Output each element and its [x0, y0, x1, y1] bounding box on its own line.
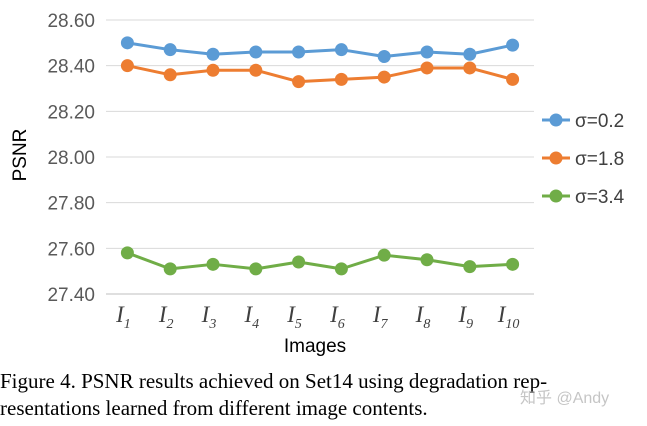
caption-line-2: resentations learned from different imag… [0, 396, 428, 420]
data-point [120, 36, 134, 50]
data-point [334, 43, 348, 57]
data-point [377, 248, 391, 262]
y-tick-label: 28.00 [47, 148, 95, 169]
data-point [163, 262, 177, 276]
data-point [249, 45, 263, 59]
gridlines [106, 19, 534, 295]
x-tick-label: I2 [158, 302, 174, 332]
y-tick-label: 28.20 [47, 102, 95, 123]
legend: σ=0.2 σ=1.8 σ=3.4 [542, 111, 625, 208]
data-point [506, 38, 520, 52]
legend-swatch-marker [549, 113, 563, 127]
y-tick-label: 27.40 [47, 285, 95, 306]
y-tick-label: 27.80 [47, 194, 95, 215]
x-tick-label: I10 [497, 302, 520, 332]
data-point [206, 257, 220, 271]
data-point [163, 43, 177, 57]
figure-caption: Figure 4. PSNR results achieved on Set14… [0, 368, 640, 422]
x-tick-label: I8 [415, 302, 431, 332]
data-point [292, 75, 306, 89]
legend-label: σ=0.2 [575, 111, 624, 132]
legend-swatch-marker [549, 189, 563, 203]
caption-line-1: Figure 4. PSNR results achieved on Set14… [0, 369, 548, 393]
series-line-1 [127, 41, 513, 59]
data-point [420, 61, 434, 75]
data-point [163, 68, 177, 82]
x-axis-ticks: I1 I2 I3 I4 I5 I6 I7 I8 I9 I10 [115, 302, 519, 332]
data-point [334, 262, 348, 276]
x-axis-title: Images [284, 336, 346, 357]
data-point [206, 63, 220, 77]
legend-label: σ=3.4 [575, 187, 625, 208]
psnr-line-chart: 27.40 27.60 27.80 28.00 28.20 28.40 28.60 I1 I2… [10, 11, 625, 357]
data-point [377, 50, 391, 64]
data-point [292, 255, 306, 269]
data-point [334, 72, 348, 86]
y-axis-title: PSNR [10, 129, 31, 182]
x-tick-label: I9 [457, 302, 473, 332]
data-point [463, 47, 477, 61]
data-point [463, 260, 477, 274]
data-point [120, 246, 134, 260]
x-tick-label: I4 [243, 302, 259, 332]
x-tick-label: I5 [286, 302, 302, 332]
data-point [420, 253, 434, 267]
x-tick-label: I1 [115, 302, 131, 332]
y-tick-label: 28.60 [47, 11, 95, 32]
x-tick-label: I3 [201, 302, 217, 332]
data-series [120, 36, 520, 276]
data-point [506, 72, 520, 86]
data-point [120, 59, 134, 73]
data-point [292, 45, 306, 59]
legend-swatch-marker [549, 151, 563, 165]
y-tick-label: 28.40 [47, 57, 95, 78]
data-point [377, 70, 391, 84]
series-line-3 [126, 251, 513, 271]
legend-label: σ=1.8 [575, 149, 624, 170]
y-axis-ticks: 27.40 27.60 27.80 28.00 28.20 28.40 28.60 [47, 11, 95, 306]
x-tick-label: I6 [329, 302, 345, 332]
data-point [249, 262, 263, 276]
data-point [506, 257, 520, 271]
series-line-2 [127, 64, 513, 84]
x-tick-label: I7 [372, 302, 389, 332]
y-tick-label: 27.60 [47, 239, 95, 260]
data-point [420, 45, 434, 59]
data-point [249, 63, 263, 77]
data-point [206, 47, 220, 61]
data-point [463, 61, 477, 75]
watermark-text: 知乎 @Andy [520, 390, 610, 407]
